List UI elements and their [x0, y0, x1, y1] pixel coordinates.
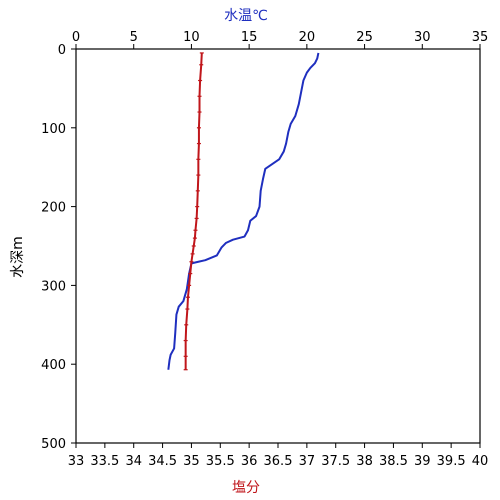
left-tick-label: 100 [41, 122, 66, 137]
bottom-tick-label: 39 [414, 454, 431, 469]
bottom-axis-title: 塩分 [232, 480, 260, 496]
left-axis-ticks: 0 100 200 300 400 500 [41, 43, 76, 452]
top-tick-label: 0 [72, 30, 80, 45]
left-axis-title: 水深m [10, 236, 26, 278]
series-group [167, 52, 320, 371]
top-tick-label: 30 [414, 30, 431, 45]
top-tick-label: 35 [472, 30, 489, 45]
left-tick-label: 400 [41, 358, 66, 373]
top-axis-ticks: 0 5 10 15 20 25 30 35 [72, 30, 488, 49]
top-tick-label: 25 [356, 30, 373, 45]
bottom-tick-label: 35.5 [206, 454, 235, 469]
left-tick-label: 300 [41, 279, 66, 294]
bottom-tick-label: 38 [356, 454, 373, 469]
bottom-tick-label: 34.5 [148, 454, 177, 469]
top-tick-label: 15 [241, 30, 258, 45]
top-tick-label: 5 [130, 30, 138, 45]
bottom-axis-ticks: 33 33.5 34 34.5 35 35.5 36 36.5 37 37.5 38 38.5 39 39… [68, 443, 489, 469]
bottom-tick-label: 39.5 [437, 454, 466, 469]
temperature-line [167, 52, 320, 370]
top-axis-title: 水温℃ [224, 8, 268, 24]
left-tick-label: 500 [41, 437, 66, 452]
salinity-line [184, 52, 203, 370]
bottom-tick-label: 36 [241, 454, 258, 469]
bottom-tick-label: 33 [68, 454, 85, 469]
top-tick-label: 20 [299, 30, 316, 45]
bottom-tick-label: 35 [183, 454, 200, 469]
top-tick-label: 10 [183, 30, 200, 45]
bottom-tick-label: 40 [472, 454, 489, 469]
bottom-tick-label: 33.5 [90, 454, 119, 469]
bottom-tick-label: 37.5 [321, 454, 350, 469]
left-tick-label: 200 [41, 201, 66, 216]
bottom-tick-label: 34 [125, 454, 142, 469]
plot-frame [75, 48, 481, 444]
bottom-tick-label: 37 [299, 454, 316, 469]
left-tick-label: 0 [58, 43, 66, 58]
bottom-tick-label: 38.5 [379, 454, 408, 469]
bottom-tick-label: 36.5 [264, 454, 293, 469]
